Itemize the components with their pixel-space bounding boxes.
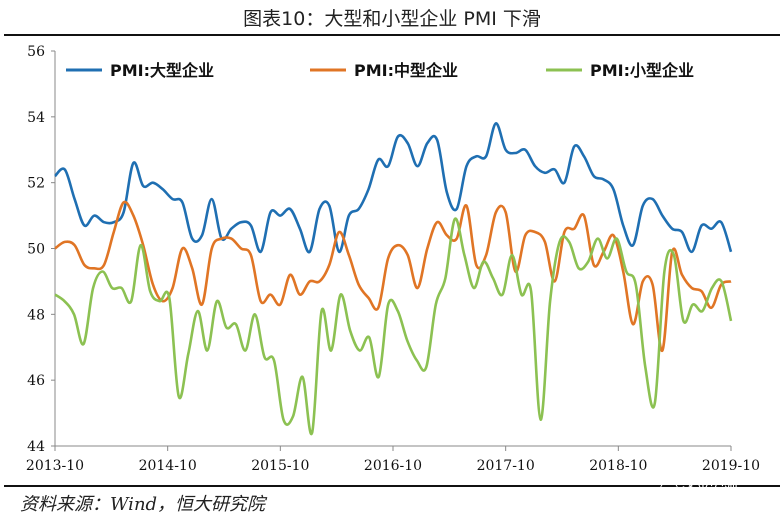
y-tick-label: 44 xyxy=(27,439,45,455)
watermark: 泽平宏观 xyxy=(660,478,770,500)
bottom-rule xyxy=(4,485,780,487)
y-tick-label: 52 xyxy=(27,176,45,192)
x-tick-label: 2016-10 xyxy=(364,458,422,474)
legend-label-3: PMI:小型企业 xyxy=(590,61,694,80)
x-tick-label: 2015-10 xyxy=(251,458,309,474)
x-tick-label: 2013-10 xyxy=(26,458,84,474)
series-line-2 xyxy=(54,200,732,352)
x-tick-label: 2017-10 xyxy=(477,458,535,474)
y-tick-label: 46 xyxy=(27,373,45,389)
wechat-icon xyxy=(660,481,678,497)
line-chart: 44 46 48 50 52 54 56 2013-10 2014-10 2015-10 2016-… xyxy=(26,44,760,474)
top-rule xyxy=(4,34,780,36)
x-tick-label: 2018-10 xyxy=(589,458,647,474)
chart-title: 图表10：大型和小型企业 PMI 下滑 xyxy=(243,8,541,30)
legend-label-1: PMI:大型企业 xyxy=(110,61,214,80)
series-line-3 xyxy=(54,217,733,436)
x-tick-label: 2019-10 xyxy=(702,458,760,474)
source-note: 资料来源：Wind，恒大研究院 xyxy=(20,494,266,515)
watermark-text: 泽平宏观 xyxy=(682,482,738,498)
y-tick-label: 56 xyxy=(27,44,45,60)
x-tick-label: 2014-10 xyxy=(139,458,197,474)
y-tick-label: 54 xyxy=(27,110,45,126)
y-tick-label: 48 xyxy=(27,307,45,323)
y-tick-label: 50 xyxy=(27,242,45,258)
legend-label-2: PMI:中型企业 xyxy=(354,61,458,80)
series-line-1 xyxy=(54,122,733,254)
